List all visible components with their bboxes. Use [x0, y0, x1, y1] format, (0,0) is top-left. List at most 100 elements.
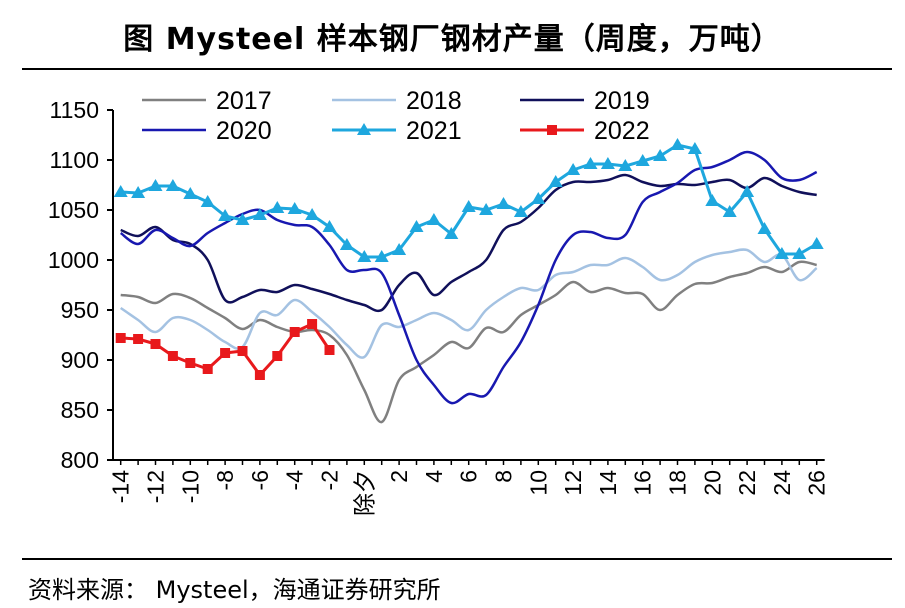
x-tick-label: 除夕 [351, 470, 377, 516]
x-tick-label: -8 [212, 470, 238, 490]
legend-label: 2021 [406, 117, 462, 145]
legend-item-2021: 2021 [332, 117, 462, 145]
legend-item-2019: 2019 [520, 87, 650, 115]
data-point-2021 [270, 201, 285, 213]
x-tick-label: -2 [317, 470, 343, 490]
series-2018 [119, 248, 818, 359]
y-tick-label: 1000 [48, 247, 99, 273]
data-point-2021 [566, 163, 581, 175]
data-point-2021 [444, 227, 459, 239]
x-tick-label: 26 [804, 470, 830, 496]
data-point-2021 [687, 142, 702, 154]
data-point-2021 [774, 247, 789, 259]
y-tick-label: 1150 [50, 97, 99, 123]
data-point-2021 [583, 157, 598, 169]
data-point-2021 [322, 220, 337, 232]
x-tick-label: -4 [282, 470, 308, 491]
x-tick-label: 2 [386, 470, 412, 483]
data-point-2022 [115, 333, 126, 343]
x-tick-label: 12 [560, 470, 586, 496]
series-line-2017 [120, 260, 817, 424]
source-note: 资料来源： Mysteel，海通证券研究所 [28, 576, 441, 604]
y-tick-label: 850 [61, 397, 99, 423]
x-tick-label: 22 [734, 470, 760, 496]
data-point-2021 [531, 192, 546, 204]
data-point-2022 [254, 370, 265, 380]
legend-item-2020: 2020 [142, 117, 272, 145]
series-2021 [113, 138, 824, 262]
data-point-2021 [426, 213, 441, 225]
data-point-2021 [287, 202, 302, 214]
data-point-2021 [600, 157, 615, 169]
data-point-2021 [113, 185, 128, 197]
legend-label: 2017 [216, 87, 272, 115]
data-point-2021 [722, 205, 737, 217]
series-2019 [120, 173, 817, 313]
x-tick-label: 4 [421, 470, 447, 483]
x-tick-label: 14 [595, 470, 621, 496]
y-tick-label: 900 [61, 347, 99, 373]
data-point-2021 [409, 220, 424, 232]
series-2022 [115, 319, 335, 380]
data-point-2021 [305, 208, 320, 220]
data-point-2021 [183, 187, 198, 199]
x-tick-label: 20 [699, 470, 725, 496]
data-point-2021 [757, 222, 772, 234]
x-tick-label: 18 [665, 470, 691, 496]
data-point-2021 [131, 186, 146, 198]
legend-label: 2022 [594, 117, 650, 145]
data-point-2021 [670, 138, 685, 150]
legend-item-2017: 2017 [142, 87, 272, 115]
data-point-2021 [200, 195, 215, 207]
data-point-2022 [185, 358, 196, 368]
data-point-2022 [133, 334, 144, 344]
data-point-2021 [548, 175, 563, 187]
legend-label: 2019 [594, 87, 650, 115]
y-tick-label: 1050 [48, 197, 99, 223]
data-point-2021 [513, 205, 528, 217]
data-point-2021 [339, 238, 354, 250]
title-divider [22, 68, 892, 70]
data-point-2021 [218, 209, 233, 221]
chart-title: 图 Mysteel 样本钢厂钢材产量（周度，万吨） [123, 22, 782, 57]
data-point-2022 [237, 346, 248, 356]
series-2020 [119, 150, 818, 405]
data-point-2021 [374, 250, 389, 262]
legend-item-2022: 2022 [520, 117, 650, 145]
legend-item-2018: 2018 [332, 87, 462, 115]
data-point-2021 [165, 179, 180, 191]
x-tick-label: 16 [630, 470, 656, 496]
data-point-2021 [740, 185, 755, 197]
x-tick-label: -6 [247, 470, 273, 490]
data-point-2021 [357, 250, 372, 262]
x-tick-label: 8 [491, 470, 517, 483]
x-tick-label: 24 [769, 470, 795, 496]
data-point-2022 [167, 351, 178, 361]
data-point-2021 [461, 200, 476, 212]
legend-label: 2018 [406, 87, 462, 115]
data-point-2021 [653, 149, 668, 161]
y-tick-label: 950 [61, 297, 99, 323]
y-tick-label: 1100 [50, 147, 99, 173]
data-point-2021 [496, 197, 511, 209]
legend-marker [547, 125, 557, 135]
data-point-2021 [809, 237, 824, 249]
data-point-2021 [705, 194, 720, 206]
data-point-2021 [392, 243, 407, 255]
data-point-2021 [792, 247, 807, 259]
legend-marker [357, 123, 371, 135]
x-tick-label: 10 [525, 470, 551, 496]
x-tick-label: 6 [456, 470, 482, 483]
data-point-2022 [202, 364, 213, 374]
data-point-2022 [220, 348, 231, 358]
data-point-2021 [252, 208, 267, 220]
data-point-2021 [235, 213, 250, 225]
legend: 2017 2018 2019 2020 2021 2022 [142, 87, 650, 145]
series-group [113, 138, 824, 424]
x-tick-label: -10 [177, 470, 203, 503]
data-point-2022 [272, 351, 283, 361]
x-tick-label: -14 [108, 470, 134, 503]
data-point-2022 [289, 327, 300, 337]
